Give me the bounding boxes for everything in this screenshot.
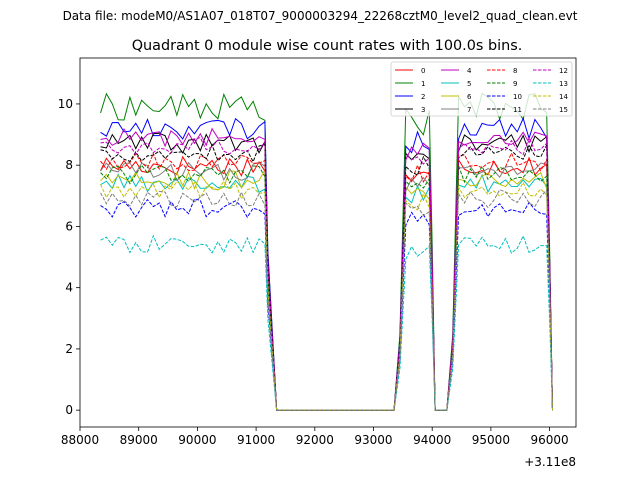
x-tick-label: 93000 xyxy=(354,433,392,447)
x-axis: 88000 89000 90000 91000 92000 93000 94000 95000… xyxy=(61,427,569,447)
series-lines xyxy=(100,92,554,411)
legend-label: 14 xyxy=(559,93,568,101)
legend-item-4: 4 xyxy=(441,67,472,75)
y-axis: 0 2 4 6 8 10 xyxy=(58,97,80,417)
y-tick-label: 10 xyxy=(58,97,73,111)
legend-box xyxy=(390,61,573,117)
x-tick-label: 91000 xyxy=(237,433,275,447)
x-tick-label: 95000 xyxy=(472,433,510,447)
legend-label: 9 xyxy=(513,80,517,88)
legend-label: 6 xyxy=(467,93,472,101)
legend-label: 0 xyxy=(421,67,425,75)
legend-item-15: 15 xyxy=(533,106,568,114)
legend-item-10: 10 xyxy=(487,93,522,101)
series-line-11 xyxy=(100,143,554,411)
x-tick-label: 96000 xyxy=(530,433,568,447)
x-tick-label: 92000 xyxy=(296,433,334,447)
plot-area xyxy=(80,58,576,427)
legend-label: 13 xyxy=(559,80,568,88)
y-tick-label: 2 xyxy=(65,342,73,356)
legend-label: 1 xyxy=(421,80,425,88)
y-tick-label: 8 xyxy=(65,158,73,172)
legend-item-7: 7 xyxy=(441,106,471,114)
legend-label: 4 xyxy=(467,67,472,75)
legend-item-9: 9 xyxy=(487,80,517,88)
legend-item-5: 5 xyxy=(441,80,471,88)
data-file-label: Data file: modeM0/AS1A07_018T07_90000032… xyxy=(63,9,578,23)
legend-item-12: 12 xyxy=(533,67,568,75)
legend-item-1: 1 xyxy=(395,80,425,88)
legend-label: 11 xyxy=(513,106,522,114)
legend-label: 7 xyxy=(467,106,471,114)
y-tick-label: 6 xyxy=(65,219,73,233)
x-tick-label: 89000 xyxy=(120,433,158,447)
legend-label: 2 xyxy=(421,93,425,101)
legend-item-0: 0 xyxy=(395,67,425,75)
x-offset-label: +3.11e8 xyxy=(524,455,576,469)
legend-label: 12 xyxy=(559,67,568,75)
legend-item-2: 2 xyxy=(395,93,425,101)
chart-title: Quadrant 0 module wise count rates with … xyxy=(132,38,523,54)
x-tick-label: 94000 xyxy=(413,433,451,447)
y-tick-label: 4 xyxy=(65,281,73,295)
legend-label: 10 xyxy=(513,93,522,101)
legend-item-13: 13 xyxy=(533,80,568,88)
y-tick-label: 0 xyxy=(65,403,73,417)
legend-item-14: 14 xyxy=(533,93,568,101)
legend-item-8: 8 xyxy=(487,67,517,75)
x-tick-label: 88000 xyxy=(61,433,99,447)
legend-item-6: 6 xyxy=(441,93,472,101)
legend-label: 15 xyxy=(559,106,568,114)
legend-item-3: 3 xyxy=(395,106,425,114)
legend-label: 5 xyxy=(467,80,471,88)
legend-item-11: 11 xyxy=(487,106,522,114)
legend-label: 8 xyxy=(513,67,517,75)
series-line-15 xyxy=(100,188,554,411)
legend-label: 3 xyxy=(421,106,425,114)
plot-frame xyxy=(79,57,577,428)
x-tick-label: 90000 xyxy=(178,433,216,447)
